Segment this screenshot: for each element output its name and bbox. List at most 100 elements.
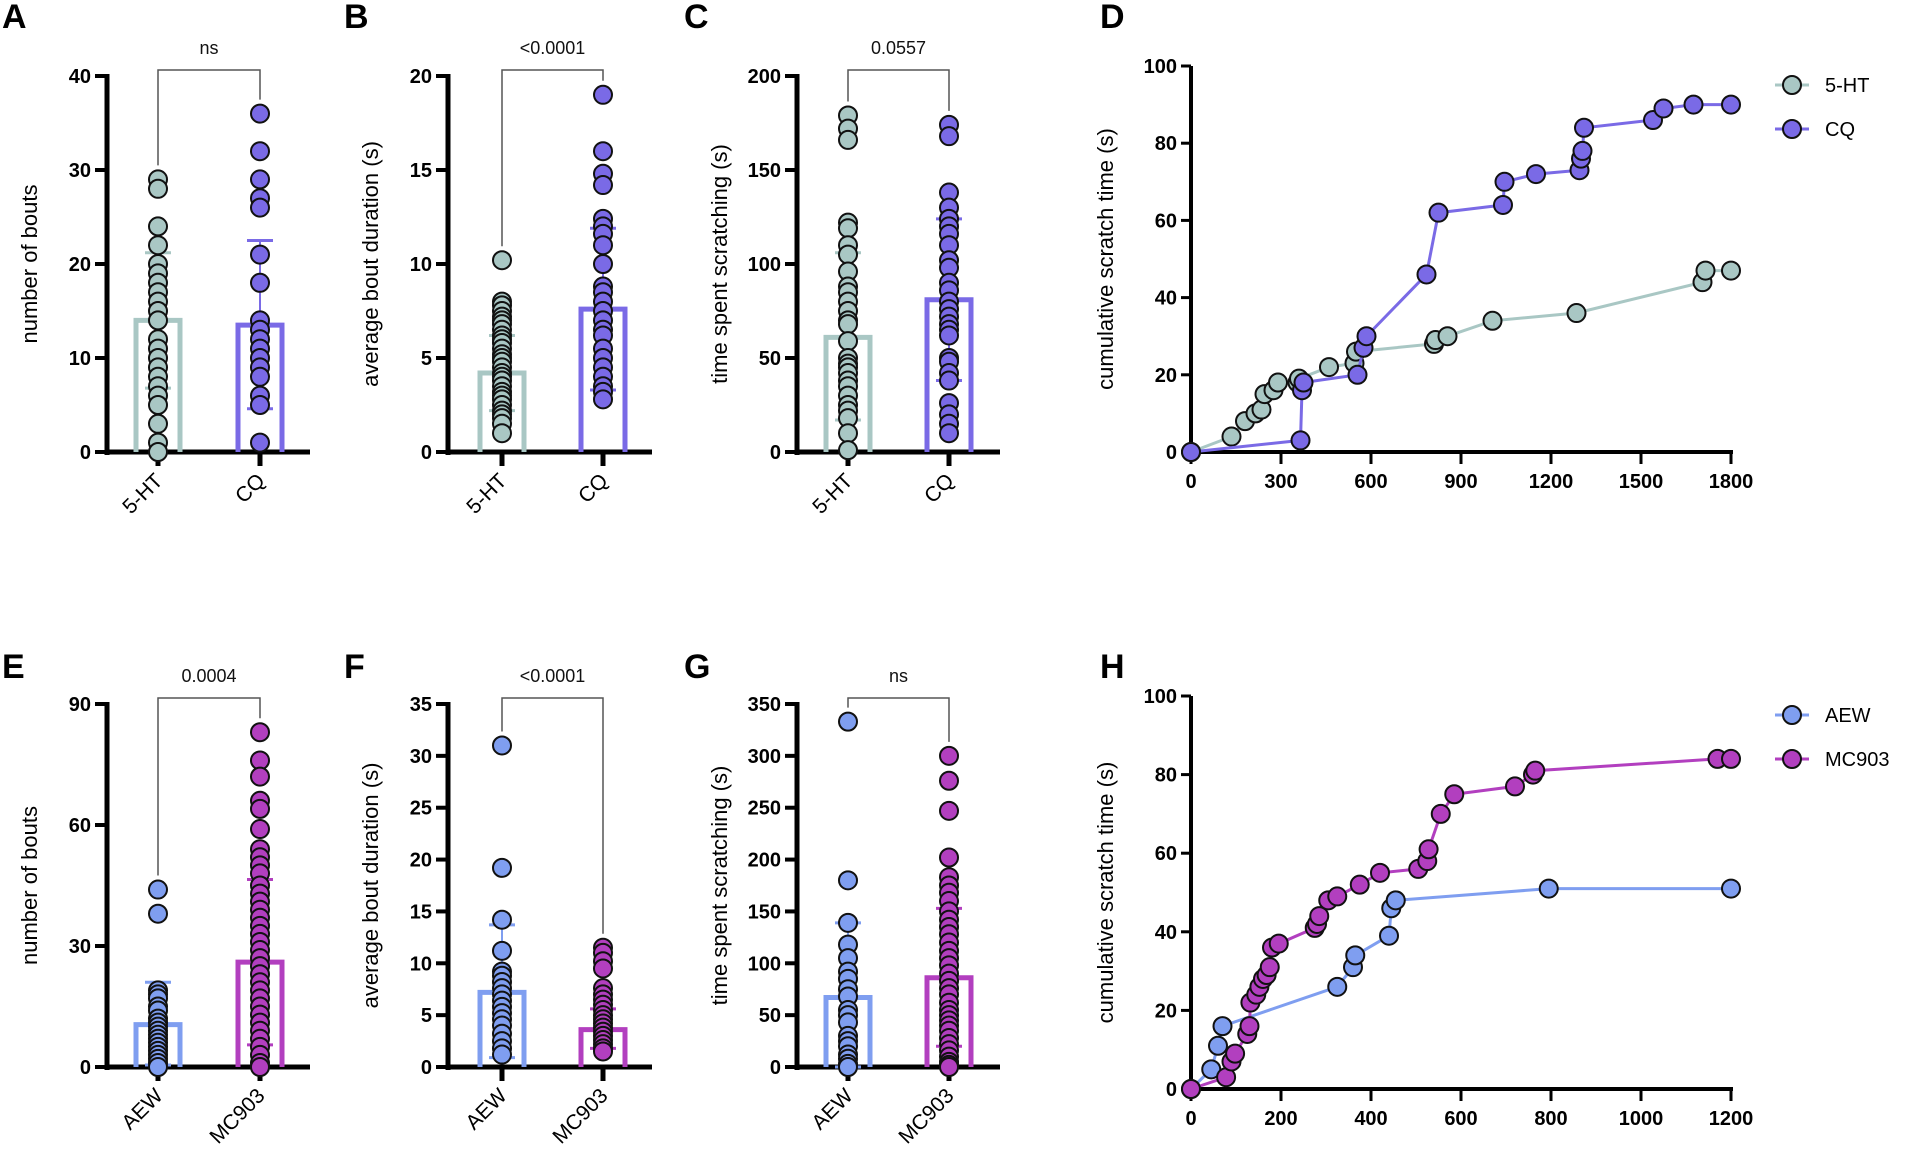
- bracket-line: [501, 697, 604, 934]
- significance-label: <0.0001: [520, 666, 586, 686]
- x-category-label: 5-HT: [462, 469, 511, 518]
- data-point: [838, 1057, 858, 1077]
- data-point: [1327, 886, 1348, 907]
- data-point: [1505, 776, 1525, 797]
- y-tick-label: 15: [410, 901, 432, 923]
- y-tick-label: 20: [1155, 1000, 1177, 1022]
- data-point: [1525, 760, 1546, 781]
- data-point: [148, 413, 168, 434]
- data-point: [1379, 925, 1399, 946]
- bracket-line: [847, 69, 950, 111]
- y-tick-label: 350: [748, 694, 781, 716]
- data-point: [838, 870, 858, 891]
- data-point: [939, 325, 959, 346]
- data-point: [1309, 906, 1330, 927]
- data-point: [1721, 748, 1741, 769]
- bracket-line: [501, 69, 604, 247]
- y-tick-label: 100: [1144, 56, 1177, 78]
- y-tick-label: 50: [759, 348, 781, 370]
- data-point: [492, 250, 512, 271]
- data-point: [250, 766, 270, 787]
- data-point: [1327, 976, 1348, 997]
- data-point: [1290, 430, 1311, 451]
- data-point: [492, 1044, 512, 1065]
- x-tick-label: 0: [1185, 471, 1196, 493]
- legend-marker: [1782, 749, 1802, 769]
- data-point: [1268, 933, 1289, 954]
- data-point: [148, 235, 168, 256]
- data-point: [148, 879, 168, 900]
- series-5-ht: [1181, 260, 1741, 462]
- data-point: [250, 103, 270, 124]
- data-point: [492, 423, 512, 444]
- panel-letter: G: [684, 648, 710, 686]
- x-tick-label: 1500: [1619, 471, 1664, 493]
- y-tick-label: 200: [748, 850, 781, 872]
- bracket-line: [157, 697, 261, 876]
- y-tick-label: 30: [69, 160, 91, 182]
- data-point: [838, 244, 858, 265]
- y-tick-label: 60: [69, 815, 91, 837]
- data-point: [1221, 426, 1242, 447]
- significance-label: ns: [199, 38, 218, 58]
- y-tick-label: 100: [748, 953, 781, 975]
- data-point: [593, 1041, 613, 1062]
- data-point: [838, 423, 858, 444]
- x-category-label: MC903: [548, 1084, 612, 1148]
- data-point: [148, 395, 168, 415]
- data-point: [1212, 1016, 1233, 1037]
- y-tick-label: 90: [69, 694, 91, 716]
- data-point: [1349, 874, 1370, 895]
- data-point: [1430, 803, 1451, 824]
- data-point: [250, 272, 270, 293]
- data-point: [939, 770, 959, 791]
- data-point: [1437, 326, 1458, 347]
- data-point: [1683, 94, 1704, 115]
- data-point: [1494, 171, 1515, 192]
- data-point: [593, 958, 613, 979]
- data-point: [838, 129, 858, 150]
- data-point: [250, 798, 270, 819]
- y-tick-label: 80: [1155, 133, 1177, 155]
- y-tick-label: 150: [748, 160, 781, 182]
- data-point: [1293, 372, 1314, 393]
- data-point: [1721, 260, 1741, 281]
- legend-item: MC903: [1775, 749, 1889, 771]
- x-tick-label: 200: [1264, 1108, 1297, 1130]
- y-tick-label: 300: [748, 746, 781, 768]
- data-point: [838, 440, 858, 461]
- data-point: [1574, 117, 1594, 138]
- panel-letter: A: [2, 0, 27, 36]
- y-tick-label: 5: [421, 1005, 432, 1027]
- x-category-label: CQ: [231, 469, 270, 508]
- data-point: [838, 218, 858, 239]
- y-tick-label: 20: [410, 66, 432, 88]
- y-tick-label: 100: [1144, 686, 1177, 708]
- panel-letter: B: [344, 0, 369, 36]
- panel-letter: D: [1100, 0, 1125, 36]
- data-point: [1181, 442, 1201, 462]
- data-point: [492, 909, 512, 930]
- data-point: [1225, 1043, 1246, 1064]
- legend-marker: [1782, 705, 1802, 725]
- legend-item: 5-HT: [1775, 75, 1869, 97]
- data-point: [1538, 878, 1559, 899]
- data-point: [148, 903, 168, 924]
- y-axis-title: time spent scratching (s): [707, 766, 732, 1006]
- x-category-label: 5-HT: [118, 469, 167, 518]
- data-point: [1345, 945, 1366, 966]
- series-mc903: [1181, 748, 1741, 1099]
- significance-label: 0.0557: [871, 38, 926, 58]
- data-point: [838, 331, 858, 352]
- data-point: [1695, 260, 1716, 281]
- y-tick-label: 100: [748, 254, 781, 276]
- y-tick-label: 60: [1155, 843, 1177, 865]
- x-category-label: MC903: [894, 1084, 958, 1148]
- data-point: [1482, 310, 1503, 331]
- data-point: [1416, 264, 1437, 285]
- y-axis-title: time spent scratching (s): [707, 144, 732, 384]
- y-axis-title: number of bouts: [17, 806, 42, 965]
- y-tick-label: 0: [1166, 1079, 1177, 1101]
